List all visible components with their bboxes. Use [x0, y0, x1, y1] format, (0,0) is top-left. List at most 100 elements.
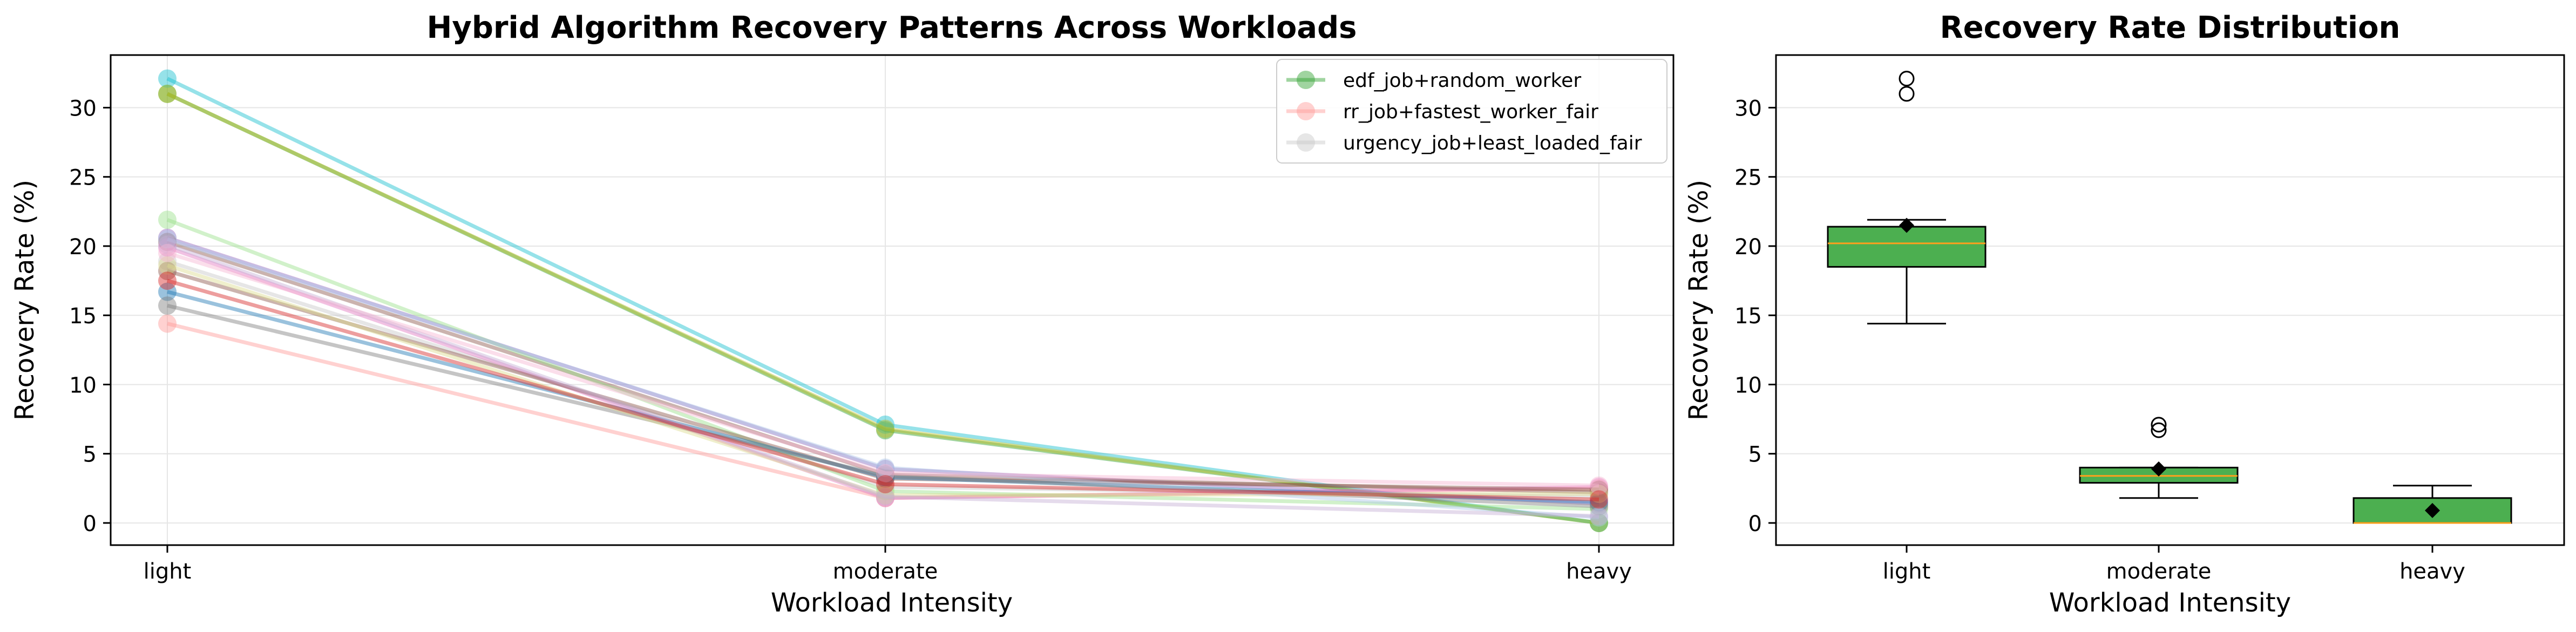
data-point [1590, 507, 1608, 526]
data-point [876, 466, 894, 485]
data-point [876, 458, 894, 477]
data-point [158, 69, 177, 88]
box-plot-ytick-label: 10 [1734, 373, 1762, 398]
box-plot-ytick-label: 0 [1748, 512, 1762, 536]
data-point [158, 282, 177, 301]
box-plot-frame [1775, 54, 2565, 546]
series-line [166, 77, 1599, 525]
box-plot-ytick-label: 20 [1734, 235, 1762, 260]
legend-frame [1276, 59, 1667, 164]
data-point [876, 486, 894, 505]
box-plot-panel: 0 5 10 15 20 25 30 light moderate heavy Recovery … [1684, 10, 2565, 618]
data-point [1590, 476, 1608, 495]
data-point [1590, 483, 1608, 502]
legend-marker [1297, 71, 1315, 89]
data-point [1590, 500, 1608, 519]
data-point [876, 468, 894, 487]
legend-label: urgency_job+least_loaded_fair [1343, 132, 1642, 154]
legend-label: edf_job+random_worker [1343, 70, 1581, 92]
series-line [167, 269, 1599, 492]
line-chart-axes: 0 5 10 15 20 25 30 light moderate heavy [69, 96, 1632, 584]
data-point [158, 252, 177, 271]
data-point [876, 478, 894, 497]
line-chart-frame [110, 54, 1675, 546]
data-point [1590, 513, 1608, 532]
series-line [166, 236, 1599, 506]
line-chart-ytick-label: 20 [69, 235, 97, 260]
line-chart-ylabel: Recovery Rate (%) [10, 180, 40, 420]
box-plot-axes: 0 5 10 15 20 25 30 light moderate heavy [1734, 96, 2465, 584]
line-chart-ytick-label: 10 [69, 373, 97, 398]
line-chart-xlabel: Workload Intensity [771, 588, 1013, 618]
legend-marker [1297, 133, 1315, 152]
data-point [1590, 494, 1608, 513]
box-plot-ytick-label: 30 [1734, 96, 1762, 121]
data-point [876, 464, 894, 483]
box-outlier [1899, 71, 1915, 87]
series-line [167, 303, 1599, 508]
box-outlier [1899, 86, 1915, 102]
data-point [158, 235, 177, 254]
data-point [1590, 497, 1608, 516]
line-chart-ytick-label: 5 [83, 443, 97, 467]
data-point [1590, 487, 1608, 506]
data-point [876, 488, 894, 507]
box-plot-xtick-label: light [1883, 559, 1931, 584]
line-chart-ytick-label: 25 [69, 166, 97, 191]
box-mean-marker [1899, 218, 1914, 233]
line-chart-legend: edf_job+random_worker rr_job+fastest_work… [1276, 59, 1667, 164]
legend-label: rr_job+fastest_worker_fair [1343, 101, 1598, 123]
data-point [876, 487, 894, 506]
line-chart-ytick-label: 15 [69, 304, 97, 329]
data-point [876, 415, 894, 434]
data-point [1590, 490, 1608, 509]
data-point [1590, 479, 1608, 498]
series-line [166, 259, 1599, 499]
series-line [166, 251, 1599, 488]
data-point [1590, 513, 1608, 532]
box-plot-ytick-label: 5 [1748, 443, 1762, 467]
data-point [158, 84, 177, 103]
box-plot-boxes [1827, 71, 2512, 524]
series-line [167, 290, 1599, 504]
box-outlier [2151, 422, 2167, 438]
data-point [876, 475, 894, 494]
data-point [876, 488, 894, 507]
data-point [158, 256, 177, 275]
line-chart-panel: 0 5 10 15 20 25 30 light moderate heavy Hybrid Al… [10, 10, 1675, 618]
line-chart-title: Hybrid Algorithm Recovery Patterns Acros… [426, 10, 1357, 45]
data-point [1590, 478, 1608, 497]
series-line [166, 243, 1599, 518]
series-line [166, 218, 1599, 511]
line-chart-xtick-label: heavy [1566, 559, 1632, 584]
line-chart-ytick-label: 0 [83, 512, 97, 536]
line-chart-series [158, 69, 1608, 532]
data-point [158, 243, 177, 262]
data-point [876, 465, 894, 484]
box-mean-marker [2151, 461, 2166, 477]
box-plot-ylabel: Recovery Rate (%) [1684, 180, 1714, 420]
data-point [1590, 480, 1608, 499]
series-line [166, 263, 1599, 498]
data-point [158, 228, 177, 247]
data-point [1590, 493, 1608, 512]
series-line [167, 278, 1599, 501]
series-line [167, 322, 1599, 500]
series-line [166, 240, 1599, 495]
series-line [166, 92, 1599, 525]
data-point [158, 84, 177, 103]
data-point [158, 262, 177, 281]
line-chart-xtick-label: light [144, 559, 192, 584]
line-chart-ytick-label: 30 [69, 96, 97, 121]
data-point [876, 469, 894, 488]
data-point [876, 421, 894, 440]
legend-marker [1297, 102, 1315, 120]
data-point [158, 230, 177, 249]
data-point [1590, 508, 1608, 527]
box-plot-xlabel: Workload Intensity [2049, 588, 2291, 618]
box-plot-title: Recovery Rate Distribution [1940, 10, 2401, 45]
box-outlier [2151, 417, 2167, 433]
data-point [876, 419, 894, 438]
data-point [876, 481, 894, 500]
